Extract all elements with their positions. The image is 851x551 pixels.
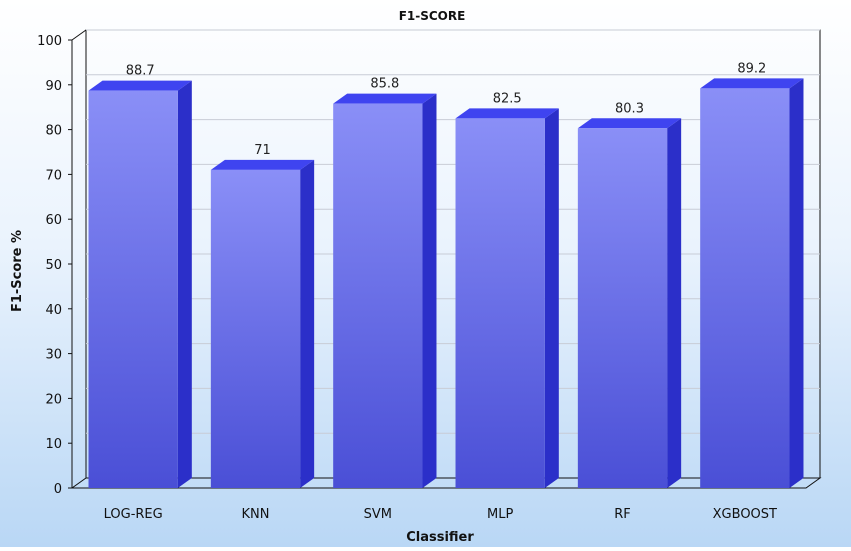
- bar-side: [544, 108, 559, 489]
- bar: [88, 80, 192, 489]
- bar: [700, 78, 804, 488]
- bar-top: [333, 93, 437, 104]
- y-tick-label: 10: [45, 437, 62, 452]
- y-tick-label: 20: [45, 392, 62, 407]
- data-label: 89.2: [737, 61, 766, 76]
- bar-front: [455, 118, 545, 489]
- x-axis-title: Classifier: [406, 530, 474, 545]
- bar-side: [667, 118, 682, 489]
- x-tick-label: XGBOOST: [713, 507, 777, 522]
- x-tick-label: LOG-REG: [104, 507, 163, 522]
- bar-front: [700, 88, 790, 488]
- bar-top: [577, 118, 682, 129]
- bar-top: [455, 108, 559, 119]
- bar: [577, 118, 682, 489]
- y-tick-label: 100: [37, 34, 62, 49]
- y-tick-label: 70: [45, 168, 62, 183]
- y-tick-label: 50: [45, 258, 62, 273]
- bar-front: [88, 90, 178, 489]
- x-tick-label: RF: [614, 507, 631, 522]
- y-tick-label: 90: [45, 79, 62, 94]
- bar-side: [177, 80, 192, 489]
- bar: [210, 159, 315, 489]
- x-tick-label: KNN: [242, 507, 270, 522]
- wall-edge: [71, 29, 87, 41]
- data-label: 82.5: [493, 91, 522, 106]
- y-tick-label: 0: [54, 482, 62, 497]
- bar-top: [700, 78, 804, 89]
- bar-top: [210, 159, 315, 170]
- y-tick-label: 40: [45, 303, 62, 318]
- bar-side: [789, 78, 804, 488]
- bar-front: [577, 128, 668, 489]
- y-axis-title: F1-Score %: [10, 230, 25, 312]
- y-tick-label: 60: [45, 213, 62, 228]
- x-tick-label: MLP: [487, 507, 513, 522]
- y-tick-label: 30: [45, 348, 62, 363]
- x-tick-label: SVM: [364, 507, 392, 522]
- bar: [455, 108, 559, 489]
- y-tick-label: 80: [45, 124, 62, 139]
- bar-side: [422, 93, 437, 488]
- bar-top: [88, 80, 192, 91]
- bar: [333, 93, 437, 488]
- data-label: 85.8: [370, 77, 399, 92]
- data-label: 88.7: [126, 64, 155, 79]
- chart-title: F1-SCORE: [399, 9, 466, 23]
- data-label: 71: [254, 143, 271, 158]
- bar-side: [300, 159, 315, 489]
- data-label: 80.3: [615, 101, 644, 116]
- bar-front: [333, 103, 423, 488]
- bar-front: [210, 169, 301, 489]
